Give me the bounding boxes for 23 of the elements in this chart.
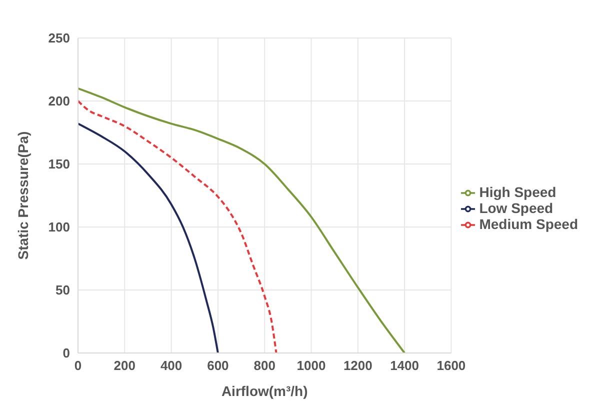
y-tick-label: 200 (48, 94, 70, 109)
line-series (78, 122, 219, 353)
x-axis-title: Airflow(m³/h) (221, 383, 308, 399)
y-tick-label: 100 (48, 220, 70, 235)
line-series (78, 100, 278, 353)
x-tick-label: 0 (74, 358, 82, 374)
y-tick-label: 0 (62, 346, 70, 361)
x-tick-label: 1200 (343, 358, 372, 374)
legend-label: Low Speed (479, 200, 554, 216)
x-tick-label: 1000 (296, 358, 326, 374)
x-tick-label: 400 (160, 358, 182, 374)
legend-label: Medium Speed (479, 216, 578, 232)
x-tick-label: 1400 (390, 358, 420, 374)
line-series (78, 87, 406, 353)
x-tick-label: 800 (254, 358, 276, 374)
y-axis-title: Static Pressure(Pa) (14, 131, 31, 260)
x-tick-label: 200 (114, 358, 136, 374)
y-tick-label: 50 (56, 282, 70, 298)
y-tick-label: 250 (48, 30, 70, 46)
x-tick-label: 600 (207, 358, 229, 374)
y-tick-label: 150 (48, 156, 70, 172)
x-tick-label: 1600 (436, 358, 466, 374)
legend-label: High Speed (479, 184, 556, 200)
